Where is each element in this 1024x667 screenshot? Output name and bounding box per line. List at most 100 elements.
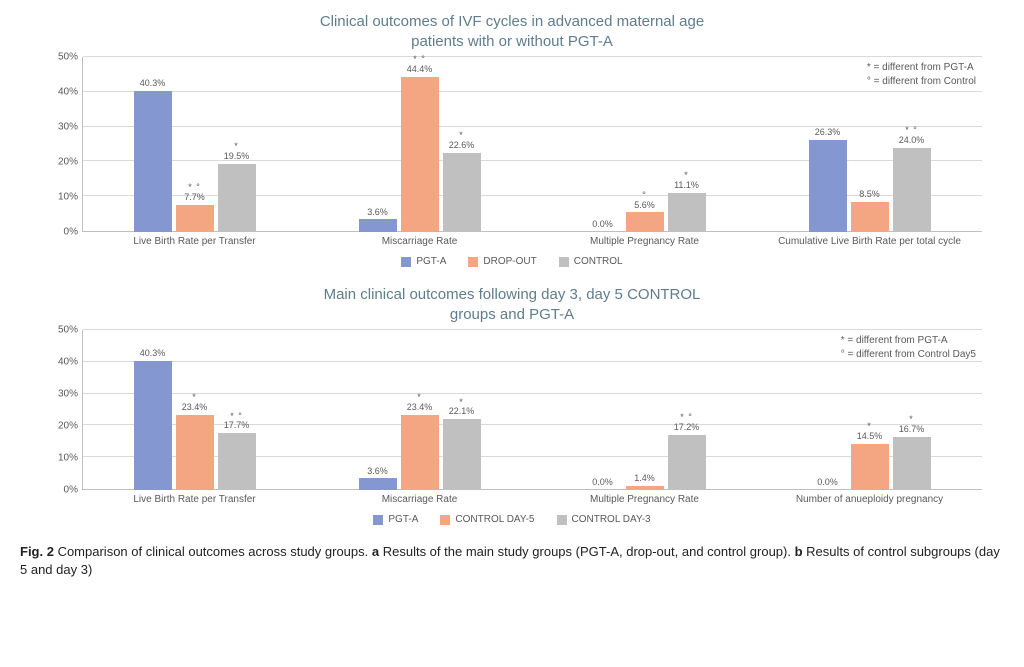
chart-a-x-labels: Live Birth Rate per TransferMiscarriage … <box>82 236 982 248</box>
legend-label: DROP-OUT <box>483 256 536 267</box>
bar-value-text: 0.0% <box>592 477 613 487</box>
bar: 3.6% <box>359 478 397 490</box>
legend-label: CONTROL DAY-3 <box>572 514 651 525</box>
bar-value-label: * °24.0% <box>899 126 925 146</box>
y-tick: 50% <box>58 52 78 63</box>
chart-b-legend: PGT-A CONTROL DAY-5 CONTROL DAY-3 <box>42 514 982 525</box>
bar-group: 40.3%* °7.7%*19.5% <box>82 57 307 232</box>
bar-value-label: 0.0% <box>592 478 613 488</box>
bar-group: 0.0% 1.4% * °17.2% <box>532 330 757 490</box>
legend-label: CONTROL DAY-5 <box>455 514 534 525</box>
bar-value-text: 22.6% <box>449 140 475 150</box>
bar-value-text: 23.4% <box>407 402 433 412</box>
bar-value-label: 40.3% <box>140 349 166 359</box>
bar-value-label: 0.0% <box>817 478 838 488</box>
bar-value-text: 40.3% <box>140 348 166 358</box>
x-axis-label: Live Birth Rate per Transfer <box>82 236 307 248</box>
y-tick: 50% <box>58 325 78 336</box>
y-tick: 10% <box>58 453 78 464</box>
chart-b-plot: 0% 10% 20% 30% 40% 50% * = different fro… <box>82 330 982 490</box>
bar: *19.5% <box>218 164 256 232</box>
legend-swatch <box>401 257 411 267</box>
bar-value-text: 22.1% <box>449 406 475 416</box>
bar: *23.4% <box>176 415 214 490</box>
y-tick: 20% <box>58 157 78 168</box>
x-axis-label: Number of anueploidy pregnancy <box>757 494 982 506</box>
legend-label: CONTROL <box>574 256 623 267</box>
bar: *11.1% <box>668 193 706 232</box>
bar: *14.5% <box>851 444 889 490</box>
caption-text: Results of the main study groups (PGT-A,… <box>379 544 794 559</box>
bar-value-label: * °17.7% <box>224 412 250 432</box>
bar: 26.3% <box>809 140 847 232</box>
bar-value-label: °5.6% <box>634 191 655 211</box>
bar: * °7.7% <box>176 205 214 232</box>
bar: 40.3% <box>134 91 172 232</box>
bar-value-text: 23.4% <box>182 402 208 412</box>
legend-label: PGT-A <box>388 514 418 525</box>
x-axis-label: Multiple Pregnancy Rate <box>532 236 757 248</box>
chart-b-x-labels: Live Birth Rate per TransferMiscarriage … <box>82 494 982 506</box>
bar-value-text: 3.6% <box>367 207 388 217</box>
caption-text: Comparison of clinical outcomes across s… <box>54 544 372 559</box>
chart-a-title: Clinical outcomes of IVF cycles in advan… <box>42 12 982 51</box>
bar-value-label: 3.6% <box>367 208 388 218</box>
bar-value-label: * °17.2% <box>674 413 700 433</box>
bar: *22.1% <box>443 419 481 490</box>
legend-swatch <box>468 257 478 267</box>
y-tick: 0% <box>64 485 78 496</box>
bar-value-text: 11.1% <box>674 180 699 190</box>
chart-a-title-line1: Clinical outcomes of IVF cycles in advan… <box>320 13 704 30</box>
chart-b-y-axis: 0% 10% 20% 30% 40% 50% <box>42 330 82 490</box>
chart-a-legend: PGT-A DROP-OUT CONTROL <box>42 256 982 267</box>
legend-item: PGT-A <box>373 514 418 525</box>
bar-value-label: * °7.7% <box>184 183 205 203</box>
chart-b-title-line1: Main clinical outcomes following day 3, … <box>324 286 701 303</box>
bar-value-label: *11.1% <box>674 171 699 191</box>
bar-value-label: *14.5% <box>857 422 883 442</box>
y-tick: 20% <box>58 421 78 432</box>
y-tick: 0% <box>64 227 78 238</box>
x-axis-label: Miscarriage Rate <box>307 236 532 248</box>
chart-b-title-line2: groups and PGT-A <box>450 306 574 323</box>
x-axis-label: Miscarriage Rate <box>307 494 532 506</box>
bar-value-label: * °44.4% <box>407 55 433 75</box>
bar: * °44.4% <box>401 77 439 232</box>
bar: °5.6% <box>626 212 664 232</box>
legend-item: CONTROL DAY-3 <box>557 514 651 525</box>
x-axis-label: Live Birth Rate per Transfer <box>82 494 307 506</box>
legend-item: PGT-A <box>401 256 446 267</box>
bar-value-text: 0.0% <box>817 477 838 487</box>
legend-swatch <box>559 257 569 267</box>
chart-a-plot: 0% 10% 20% 30% 40% 50% * = different fro… <box>82 57 982 232</box>
legend-item: CONTROL <box>559 256 623 267</box>
bar-value-text: 0.0% <box>592 219 613 229</box>
legend-item: DROP-OUT <box>468 256 536 267</box>
bar-value-label: 1.4% <box>634 474 655 484</box>
chart-b-title: Main clinical outcomes following day 3, … <box>42 285 982 324</box>
bar-value-text: 19.5% <box>224 151 250 161</box>
bar: * °17.7% <box>218 433 256 490</box>
bar: *23.4% <box>401 415 439 490</box>
bar-value-text: 40.3% <box>140 78 166 88</box>
bar-value-label: 26.3% <box>815 128 841 138</box>
bar-value-text: 24.0% <box>899 135 925 145</box>
figure-caption: Fig. 2 Comparison of clinical outcomes a… <box>20 543 1004 578</box>
bar-value-label: 0.0% <box>592 220 613 230</box>
bar-value-text: 3.6% <box>367 466 388 476</box>
bar-value-label: *22.1% <box>449 398 475 418</box>
chart-b-groups: 40.3%*23.4%* °17.7%3.6%*23.4%*22.1%0.0%1… <box>82 330 982 490</box>
x-axis-label: Cumulative Live Birth Rate per total cyc… <box>757 236 982 248</box>
bar-group: 26.3% 8.5% * °24.0% <box>757 57 982 232</box>
bar-value-label: *23.4% <box>407 393 433 413</box>
bar-value-text: 1.4% <box>634 473 655 483</box>
legend-swatch <box>373 515 383 525</box>
y-tick: 30% <box>58 122 78 133</box>
y-tick: 40% <box>58 357 78 368</box>
bar: 40.3% <box>134 361 172 490</box>
bar-value-text: 26.3% <box>815 127 841 137</box>
caption-panel-b: b <box>795 544 803 559</box>
chart-a-y-axis: 0% 10% 20% 30% 40% 50% <box>42 57 82 232</box>
bar-value-label: 3.6% <box>367 467 388 477</box>
bar-value-text: 8.5% <box>859 189 880 199</box>
